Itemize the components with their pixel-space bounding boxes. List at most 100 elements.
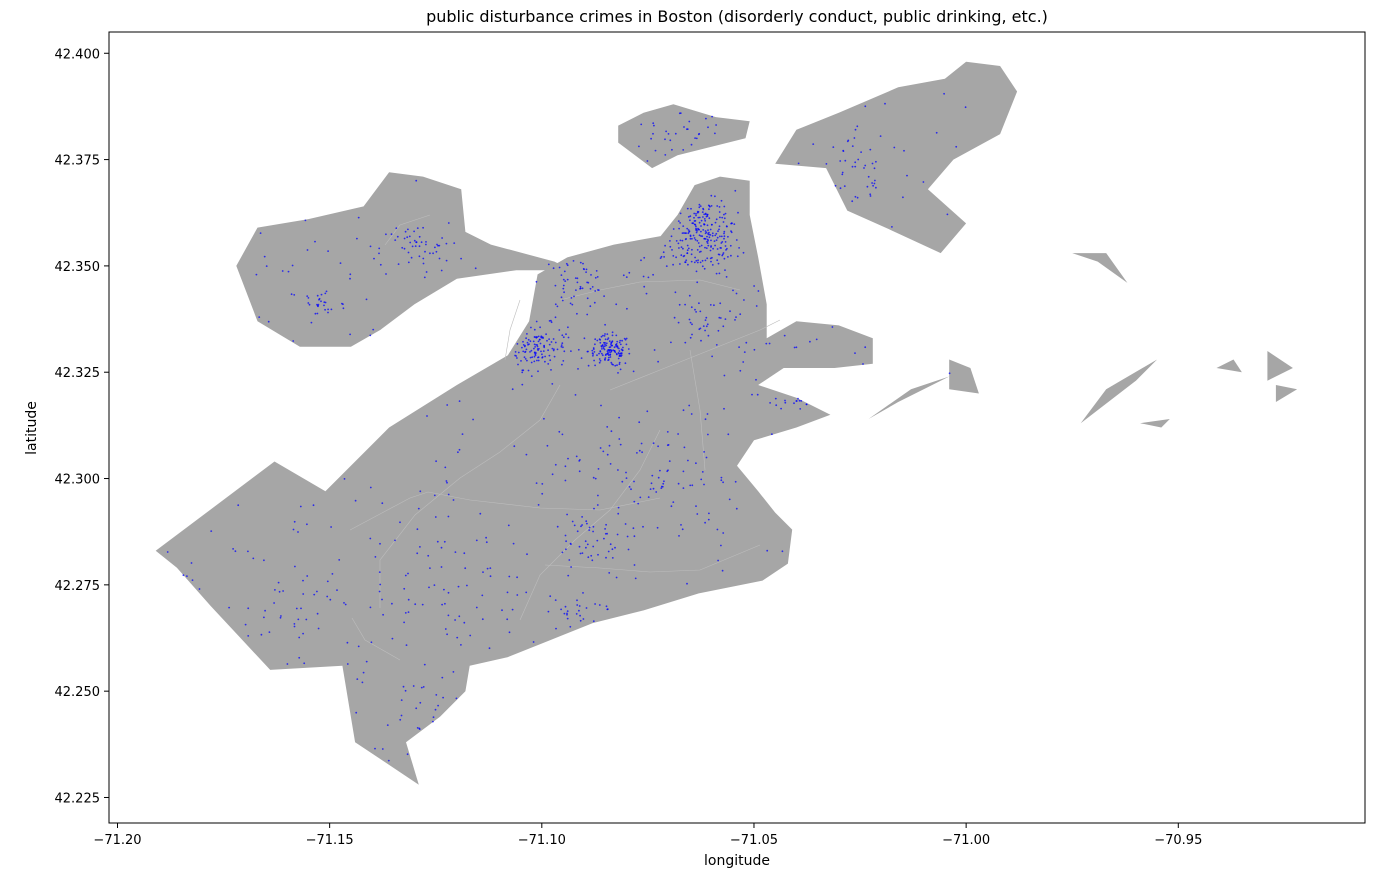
crime-point	[719, 302, 722, 305]
crime-point	[310, 321, 313, 324]
crime-point	[594, 290, 597, 292]
crime-point	[727, 256, 729, 258]
crime-point	[547, 349, 549, 352]
crime-point	[669, 139, 672, 142]
crime-point	[797, 162, 800, 165]
crime-point	[501, 609, 503, 612]
crime-point	[693, 216, 695, 219]
crime-point	[598, 358, 601, 360]
crime-point	[538, 347, 540, 350]
crime-point	[582, 592, 584, 594]
crime-point	[447, 515, 450, 518]
land-polygon-island-8	[1275, 385, 1298, 402]
crime-point	[428, 586, 430, 589]
crime-point	[592, 353, 594, 355]
crime-point	[565, 548, 567, 551]
crime-point	[554, 284, 557, 287]
crime-point	[479, 512, 482, 515]
crime-point	[902, 196, 904, 199]
crime-point	[413, 230, 415, 233]
crime-point	[440, 546, 443, 549]
crime-point	[704, 246, 706, 249]
crime-point	[668, 460, 671, 462]
crime-point	[232, 548, 235, 550]
crime-point	[677, 433, 679, 435]
crime-point	[711, 264, 714, 266]
crime-point	[419, 701, 422, 704]
crime-point	[843, 185, 846, 188]
crime-point	[298, 656, 301, 659]
crime-point	[647, 496, 650, 498]
crime-point	[730, 254, 732, 257]
crime-point	[618, 350, 621, 352]
crime-point	[795, 346, 798, 349]
crime-point	[516, 594, 519, 596]
land-layer	[155, 61, 1298, 785]
crime-point	[718, 225, 721, 228]
crime-point	[415, 241, 418, 244]
crime-point	[603, 335, 606, 337]
crime-point	[702, 325, 705, 327]
crime-point	[841, 171, 844, 174]
crime-point	[670, 505, 673, 508]
crime-point	[409, 241, 412, 244]
crime-point	[247, 607, 250, 610]
crime-point	[708, 512, 710, 515]
crime-point	[685, 238, 687, 240]
crime-point	[672, 228, 675, 230]
crime-point	[330, 526, 332, 528]
crime-point	[646, 160, 649, 162]
crime-point	[461, 433, 464, 435]
crime-point	[521, 383, 524, 386]
crime-point	[544, 355, 546, 358]
crime-point	[600, 352, 603, 355]
crime-point	[399, 718, 402, 721]
crime-point	[379, 542, 381, 545]
crime-point	[585, 268, 588, 271]
crime-point	[436, 540, 439, 543]
crime-point	[617, 357, 620, 360]
crime-point	[403, 237, 406, 240]
crime-point	[616, 364, 618, 367]
crime-point	[552, 338, 555, 340]
crime-point	[690, 253, 693, 256]
crime-point	[608, 346, 611, 349]
crime-point	[535, 320, 538, 323]
crime-point	[606, 608, 609, 611]
crime-point	[664, 244, 666, 247]
y-tick-label: 42.225	[55, 791, 101, 806]
crime-point	[686, 128, 689, 131]
crime-point	[702, 229, 705, 231]
crime-point	[404, 689, 407, 692]
crime-point	[716, 259, 719, 262]
crime-point	[573, 524, 576, 527]
crime-point	[579, 552, 582, 555]
crime-point	[407, 228, 409, 231]
crime-point	[698, 234, 701, 237]
crime-point	[659, 257, 662, 259]
crime-point	[765, 342, 768, 345]
crime-point	[601, 348, 603, 350]
crime-point	[652, 273, 654, 276]
crime-point	[560, 344, 563, 346]
crime-point	[735, 239, 738, 241]
crime-point	[682, 487, 685, 489]
crime-point	[799, 408, 802, 410]
crime-point	[567, 574, 570, 577]
crime-point	[447, 591, 450, 594]
crime-point	[560, 274, 563, 276]
crime-point	[330, 308, 333, 311]
crime-point	[314, 240, 316, 243]
crime-point	[854, 352, 856, 354]
crime-point	[624, 338, 627, 341]
crime-point	[696, 211, 699, 214]
crime-point	[713, 240, 716, 243]
crime-point	[260, 633, 263, 636]
crime-point	[694, 220, 697, 222]
boundary-line	[349, 491, 661, 531]
crime-point	[307, 297, 310, 299]
crime-point	[432, 720, 434, 723]
crime-point	[391, 637, 394, 640]
crime-point	[839, 187, 842, 190]
